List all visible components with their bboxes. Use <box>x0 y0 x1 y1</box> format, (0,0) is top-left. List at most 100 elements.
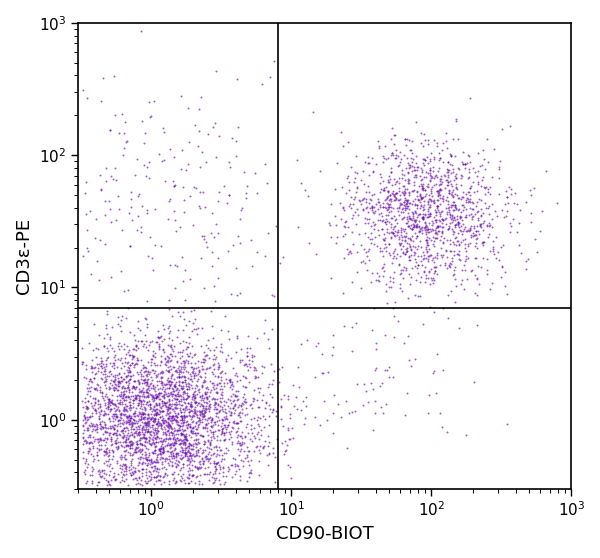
Point <box>156 434 166 442</box>
Point <box>209 459 219 468</box>
Point <box>505 219 515 228</box>
Point <box>119 402 128 411</box>
Point <box>238 457 247 466</box>
Point <box>82 402 92 411</box>
Point <box>418 205 428 214</box>
Point <box>198 431 208 440</box>
Point <box>142 419 151 428</box>
Point <box>123 383 133 392</box>
Point <box>173 460 182 469</box>
Point <box>198 358 208 367</box>
Point <box>350 174 360 183</box>
Point <box>151 445 160 454</box>
Point <box>224 417 234 426</box>
Point <box>446 200 456 209</box>
Point <box>424 196 433 205</box>
Point <box>230 371 240 379</box>
Point <box>222 198 232 207</box>
Point <box>472 198 482 206</box>
Point <box>125 374 135 383</box>
Point <box>82 384 92 393</box>
Point <box>110 439 119 448</box>
Point <box>152 392 161 401</box>
Point <box>179 411 189 420</box>
Point <box>100 411 109 420</box>
Point <box>131 445 140 454</box>
Point <box>161 390 171 399</box>
Point <box>221 472 231 481</box>
Point <box>159 446 169 455</box>
Point <box>103 478 113 487</box>
Point <box>337 127 346 136</box>
Point <box>157 444 166 453</box>
Point <box>184 399 193 408</box>
Point <box>163 351 172 360</box>
Point <box>163 447 173 456</box>
Point <box>148 466 158 475</box>
Point <box>125 384 134 393</box>
Point <box>230 454 240 463</box>
Point <box>220 412 229 421</box>
Point <box>398 248 408 257</box>
Point <box>122 405 131 414</box>
Point <box>178 453 188 461</box>
Point <box>427 276 437 285</box>
Point <box>115 128 124 137</box>
Point <box>475 222 485 230</box>
Point <box>257 369 267 378</box>
Point <box>141 435 151 444</box>
Point <box>178 356 188 365</box>
Point <box>394 151 403 160</box>
Point <box>125 437 135 446</box>
Point <box>427 173 437 182</box>
Point <box>79 429 88 437</box>
Point <box>119 424 129 432</box>
Point <box>235 401 244 410</box>
Point <box>164 396 173 405</box>
Point <box>391 189 401 198</box>
Point <box>392 189 402 198</box>
Point <box>172 434 182 442</box>
Point <box>133 440 142 449</box>
Point <box>196 395 206 404</box>
Point <box>352 183 362 192</box>
Point <box>98 411 108 420</box>
Point <box>432 248 442 257</box>
Point <box>203 418 213 427</box>
Point <box>401 195 410 204</box>
Point <box>512 199 522 208</box>
Point <box>116 267 126 276</box>
Point <box>105 340 115 349</box>
Point <box>388 373 398 382</box>
Point <box>97 387 107 396</box>
Point <box>86 418 95 427</box>
Point <box>126 422 136 431</box>
Point <box>151 429 160 438</box>
Point <box>423 257 433 266</box>
Point <box>157 420 166 429</box>
Point <box>141 444 151 453</box>
Point <box>152 420 162 429</box>
Point <box>212 445 221 454</box>
Point <box>488 237 498 246</box>
Point <box>214 372 223 381</box>
Point <box>79 432 88 441</box>
Point <box>238 372 248 381</box>
Point <box>119 340 128 349</box>
Point <box>173 434 182 442</box>
Point <box>116 389 125 398</box>
Point <box>213 273 223 282</box>
Point <box>231 427 241 436</box>
Point <box>148 406 157 415</box>
Point <box>143 251 153 260</box>
Point <box>122 137 132 146</box>
Point <box>128 382 137 391</box>
Point <box>167 431 177 440</box>
Point <box>227 461 236 470</box>
Point <box>101 176 110 185</box>
Point <box>173 390 182 399</box>
Point <box>208 421 218 430</box>
Point <box>163 362 173 371</box>
Point <box>430 263 440 272</box>
Point <box>209 474 219 483</box>
